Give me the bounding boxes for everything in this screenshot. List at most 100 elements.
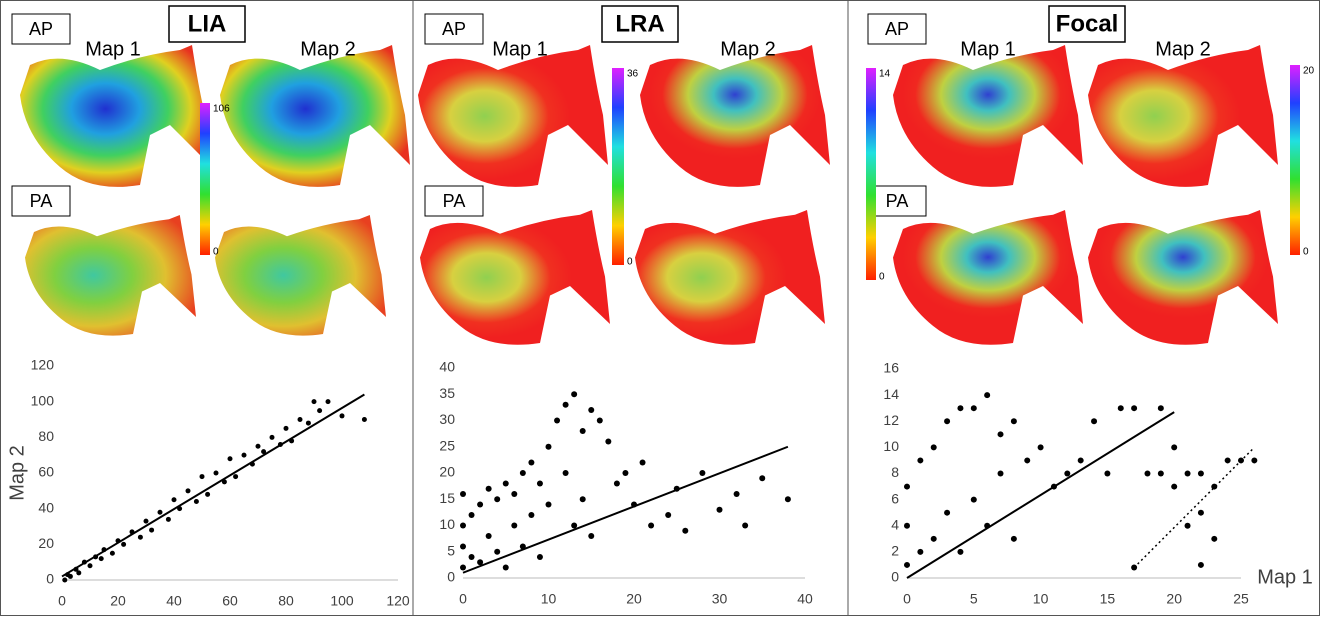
y-tick-label: 4 [891, 516, 899, 532]
x-tick-label: 60 [222, 593, 238, 609]
y-tick-label: 120 [31, 357, 55, 373]
point [1251, 457, 1258, 464]
y-tick-label: 0 [447, 569, 455, 585]
x-tick-label: 0 [903, 591, 911, 607]
point [519, 470, 526, 476]
point [984, 392, 991, 399]
colorbar [866, 68, 876, 280]
y-tick-label: 20 [439, 464, 455, 480]
view-box [11, 13, 71, 45]
trend-line [61, 393, 365, 578]
point [468, 554, 475, 560]
point [716, 506, 723, 513]
point [502, 564, 509, 571]
point [460, 491, 466, 497]
x-tick-label: 20 [626, 591, 642, 607]
point [1091, 418, 1098, 425]
x-tick-label: 40 [797, 591, 813, 607]
x-tick-label: 80 [278, 593, 294, 609]
point [742, 522, 749, 529]
point [571, 391, 578, 398]
point [957, 548, 964, 555]
point [325, 399, 331, 405]
point [121, 541, 127, 547]
y-tick-label: 30 [439, 411, 455, 427]
point [605, 438, 612, 445]
map-label: Map 2 [720, 38, 776, 60]
x-tick-label: 20 [1166, 591, 1182, 607]
heat-map [1088, 45, 1278, 187]
point [639, 459, 646, 466]
point [579, 428, 586, 434]
point [261, 449, 267, 455]
point [699, 470, 706, 476]
point [305, 420, 311, 426]
view-box [424, 13, 484, 45]
y-tick-label: 14 [883, 386, 899, 402]
x-tick-label: 25 [1233, 591, 1249, 607]
point [588, 407, 595, 413]
colorbar-label: 0 [879, 272, 885, 283]
y-tick-label: 35 [439, 385, 455, 401]
heat-map [635, 210, 825, 345]
colorbar-label: 20 [1303, 66, 1315, 77]
map-label: Map 1 [960, 38, 1016, 60]
point [149, 527, 155, 533]
point [957, 405, 964, 412]
point [241, 452, 247, 458]
point [297, 417, 303, 422]
point [682, 527, 689, 534]
point [1144, 470, 1151, 477]
x-tick-label: 30 [712, 591, 728, 607]
point [460, 522, 466, 529]
y-tick-label: 10 [883, 438, 899, 454]
point [997, 431, 1004, 438]
point [596, 417, 603, 424]
point [545, 501, 552, 508]
point [1184, 522, 1191, 529]
map-label: Map 2 [300, 38, 356, 60]
point [502, 480, 509, 487]
point [733, 491, 740, 497]
title-box [601, 5, 679, 43]
x-tick-label: 0 [58, 593, 66, 609]
view-label: PA [30, 191, 53, 211]
point [562, 401, 569, 408]
point [1171, 483, 1178, 490]
point [588, 533, 595, 539]
trend-line [462, 445, 789, 574]
y-tick-label: 25 [439, 437, 455, 453]
point [970, 405, 977, 412]
point [1104, 470, 1111, 477]
point [930, 535, 937, 542]
panel-title: LIA [188, 10, 227, 37]
title-box [1048, 5, 1126, 43]
colorbar-label: 106 [213, 104, 230, 115]
point [997, 470, 1004, 477]
x-tick-label: 10 [1033, 591, 1049, 607]
heat-map [215, 215, 386, 336]
point [648, 522, 655, 529]
y-tick-label: 5 [447, 542, 455, 558]
y-axis-label: Map 2 [6, 445, 28, 501]
point [917, 548, 924, 555]
trend-line [1133, 446, 1255, 569]
point [193, 499, 199, 505]
point [904, 483, 910, 490]
point [579, 496, 586, 503]
point [1171, 444, 1178, 451]
y-tick-label: 40 [38, 499, 54, 515]
heat-map [893, 45, 1083, 187]
heat-map [893, 210, 1083, 345]
view-box [11, 185, 71, 217]
point [311, 399, 317, 405]
point [528, 459, 535, 466]
point [477, 559, 484, 566]
point [1197, 470, 1204, 477]
x-tick-label: 120 [386, 593, 410, 609]
x-tick-label: 20 [110, 593, 126, 609]
point [137, 534, 143, 540]
heat-map [220, 45, 410, 187]
point [76, 570, 82, 576]
heat-map [1088, 210, 1278, 345]
